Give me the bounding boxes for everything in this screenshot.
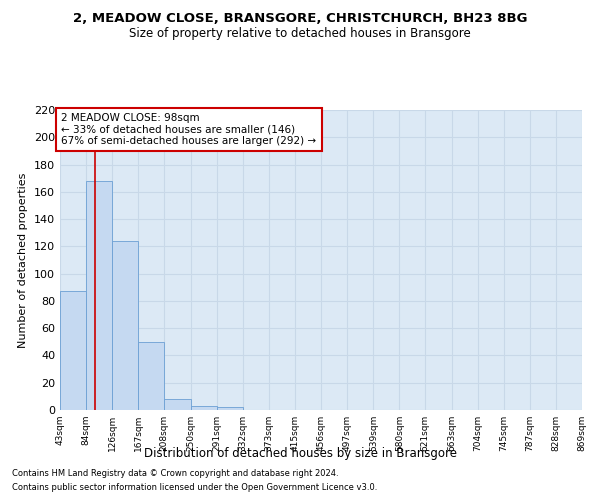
- Text: Distribution of detached houses by size in Bransgore: Distribution of detached houses by size …: [143, 448, 457, 460]
- Bar: [164, 399, 191, 410]
- Bar: [217, 408, 242, 410]
- Bar: [112, 241, 139, 410]
- Text: Contains public sector information licensed under the Open Government Licence v3: Contains public sector information licen…: [12, 484, 377, 492]
- Bar: [86, 181, 112, 410]
- Y-axis label: Number of detached properties: Number of detached properties: [19, 172, 28, 348]
- Text: Contains HM Land Registry data © Crown copyright and database right 2024.: Contains HM Land Registry data © Crown c…: [12, 468, 338, 477]
- Bar: [191, 406, 217, 410]
- Bar: [139, 342, 164, 410]
- Text: Size of property relative to detached houses in Bransgore: Size of property relative to detached ho…: [129, 28, 471, 40]
- Bar: [60, 292, 86, 410]
- Text: 2 MEADOW CLOSE: 98sqm
← 33% of detached houses are smaller (146)
67% of semi-det: 2 MEADOW CLOSE: 98sqm ← 33% of detached …: [61, 112, 316, 146]
- Text: 2, MEADOW CLOSE, BRANSGORE, CHRISTCHURCH, BH23 8BG: 2, MEADOW CLOSE, BRANSGORE, CHRISTCHURCH…: [73, 12, 527, 26]
